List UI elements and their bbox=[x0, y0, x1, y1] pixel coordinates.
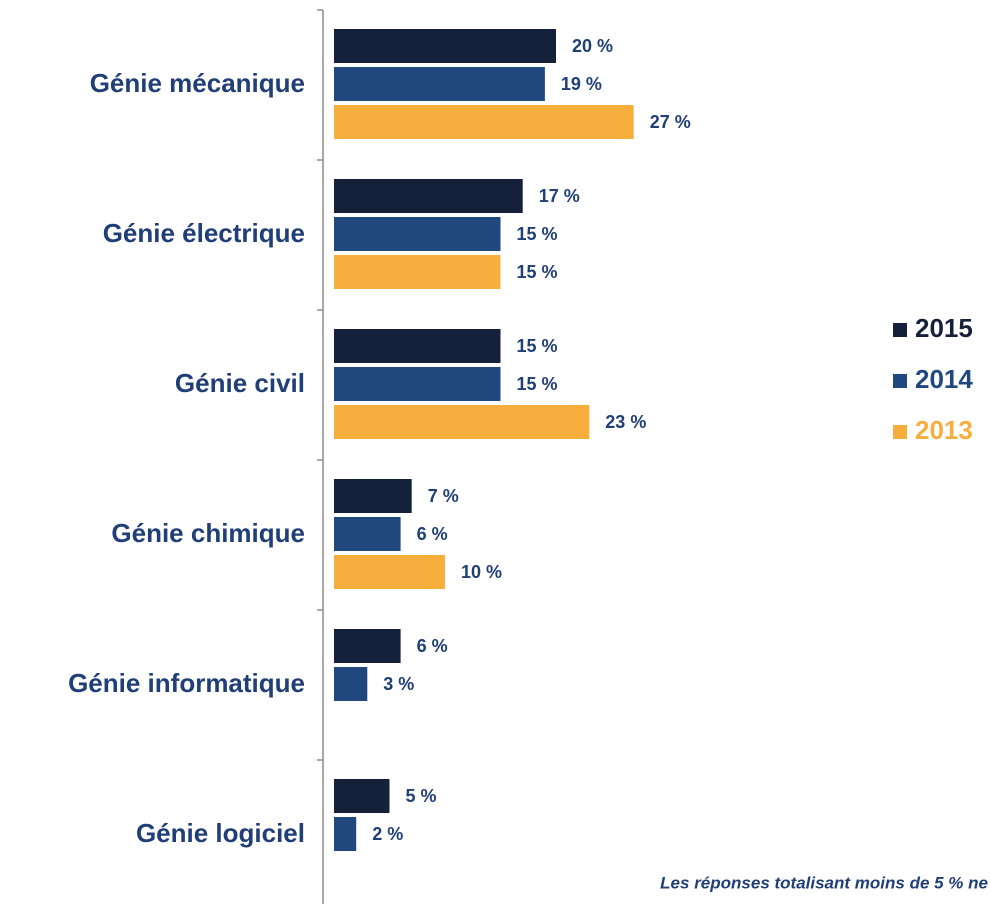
bar bbox=[334, 179, 523, 213]
legend-label: 2013 bbox=[915, 415, 973, 445]
bar bbox=[334, 555, 445, 589]
bar bbox=[334, 29, 556, 63]
legend-label: 2015 bbox=[915, 313, 973, 343]
value-label: 5 % bbox=[406, 786, 437, 806]
value-label: 15 % bbox=[517, 336, 558, 356]
value-label: 23 % bbox=[605, 412, 646, 432]
value-label: 27 % bbox=[650, 112, 691, 132]
legend-label: 2014 bbox=[915, 364, 973, 394]
value-label: 15 % bbox=[517, 224, 558, 244]
value-label: 3 % bbox=[383, 674, 414, 694]
bar bbox=[334, 479, 412, 513]
bar bbox=[334, 367, 501, 401]
bar bbox=[334, 629, 401, 663]
category-label: Génie électrique bbox=[103, 218, 305, 248]
category-label: Génie informatique bbox=[68, 668, 305, 698]
value-label: 6 % bbox=[417, 636, 448, 656]
legend-swatch bbox=[893, 425, 907, 439]
legend-swatch bbox=[893, 323, 907, 337]
value-label: 10 % bbox=[461, 562, 502, 582]
category-label: Génie chimique bbox=[111, 518, 305, 548]
bar bbox=[334, 67, 545, 101]
value-label: 15 % bbox=[517, 262, 558, 282]
bar bbox=[334, 405, 590, 439]
value-label: 17 % bbox=[539, 186, 580, 206]
bar bbox=[334, 217, 501, 251]
bar bbox=[334, 255, 501, 289]
value-label: 6 % bbox=[417, 524, 448, 544]
bar bbox=[334, 817, 357, 851]
category-label: Génie mécanique bbox=[90, 68, 305, 98]
value-label: 2 % bbox=[372, 824, 403, 844]
bar bbox=[334, 517, 401, 551]
bar bbox=[334, 329, 501, 363]
category-label: Génie logiciel bbox=[136, 818, 305, 848]
value-label: 15 % bbox=[517, 374, 558, 394]
category-label: Génie civil bbox=[175, 368, 305, 398]
value-label: 20 % bbox=[572, 36, 613, 56]
legend-swatch bbox=[893, 374, 907, 388]
footnote: Les réponses totalisant moins de 5 % ne bbox=[660, 873, 988, 892]
bar bbox=[334, 779, 390, 813]
bar bbox=[334, 105, 634, 139]
value-label: 7 % bbox=[428, 486, 459, 506]
value-label: 19 % bbox=[561, 74, 602, 94]
bar bbox=[334, 667, 368, 701]
